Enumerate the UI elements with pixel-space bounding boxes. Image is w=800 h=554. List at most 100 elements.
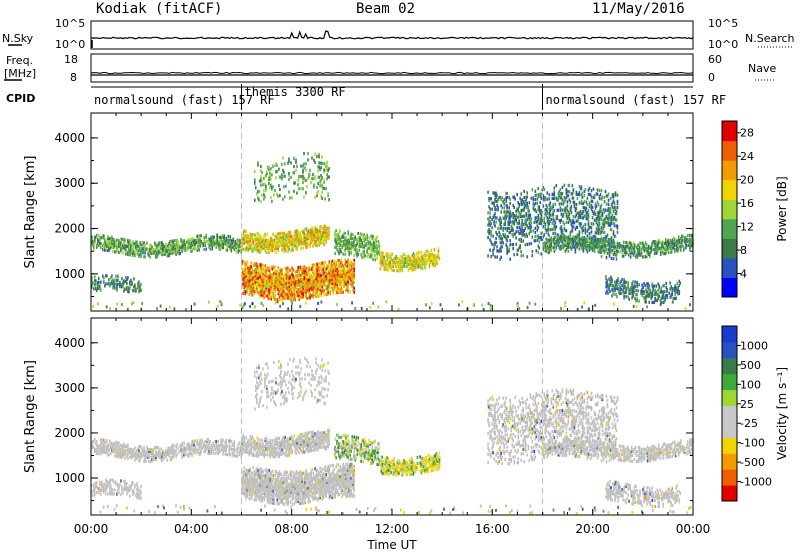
data-cell <box>596 215 599 219</box>
data-cell <box>527 209 530 213</box>
data-cell <box>320 283 322 287</box>
data-cell <box>161 253 163 257</box>
data-cell <box>540 252 543 256</box>
data-cell <box>244 248 247 252</box>
data-cell <box>306 241 308 245</box>
data-cell <box>278 167 280 171</box>
data-cell <box>378 248 381 252</box>
data-cell <box>525 201 527 205</box>
data-cell <box>347 242 349 246</box>
data-cell <box>612 243 615 247</box>
data-cell <box>95 281 97 285</box>
data-cell <box>294 298 296 302</box>
data-cell <box>597 239 600 244</box>
data-cell <box>613 245 616 249</box>
data-cell <box>264 238 266 242</box>
data-cell <box>536 228 539 232</box>
data-cell <box>241 259 244 263</box>
data-cell <box>280 282 283 286</box>
data-cell <box>249 232 252 236</box>
data-cell <box>329 290 331 294</box>
data-cell <box>283 292 286 296</box>
data-cell <box>293 156 295 160</box>
data-cell <box>597 249 600 253</box>
data-cell <box>246 240 249 244</box>
data-cell <box>323 228 325 232</box>
data-cell <box>295 282 297 286</box>
data-cell <box>644 298 646 302</box>
data-cell <box>572 190 575 194</box>
data-cell <box>678 289 681 294</box>
data-cell <box>529 213 532 217</box>
data-cell <box>296 239 298 243</box>
data-cell <box>664 247 667 251</box>
data-cell <box>673 286 675 290</box>
data-cell <box>413 266 416 270</box>
data-cell <box>419 259 422 263</box>
data-cell <box>155 243 157 247</box>
data-cell <box>245 282 248 286</box>
data-cell <box>281 288 284 292</box>
data-cell <box>310 273 312 278</box>
data-cell <box>378 246 381 250</box>
data-cell <box>265 244 267 248</box>
data-cell <box>401 255 404 259</box>
data-cell <box>616 285 618 289</box>
data-cell <box>345 240 347 244</box>
data-cell <box>137 284 139 288</box>
data-cell <box>236 242 239 246</box>
data-cell <box>113 238 115 242</box>
data-cell <box>321 155 323 159</box>
data-cell <box>400 265 403 269</box>
data-cell <box>572 225 575 229</box>
data-cell <box>323 186 325 191</box>
data-cell <box>583 241 586 245</box>
data-cell <box>612 230 615 234</box>
data-cell <box>246 246 249 250</box>
data-cell <box>587 227 590 231</box>
data-cell <box>96 245 98 249</box>
data-cell <box>560 227 563 231</box>
data-cell <box>370 245 372 249</box>
data-cell <box>575 213 578 217</box>
data-cell <box>241 267 244 271</box>
data-cell <box>493 201 495 205</box>
data-cell <box>319 184 321 188</box>
data-cell <box>128 290 130 294</box>
data-cell <box>389 264 392 268</box>
data-cell <box>302 232 304 236</box>
data-cell <box>494 216 496 220</box>
data-cell <box>517 209 519 213</box>
data-cell <box>544 208 547 212</box>
data-cell <box>624 241 627 245</box>
data-cell <box>638 245 641 249</box>
data-cell <box>591 242 594 246</box>
data-cell <box>320 275 322 279</box>
data-cell <box>605 239 608 243</box>
data-cell <box>383 265 386 269</box>
data-cell <box>266 244 268 248</box>
data-cell <box>210 235 212 239</box>
data-cell <box>588 236 591 240</box>
data-cell <box>344 238 346 242</box>
data-cell <box>317 231 319 235</box>
freq-label: Freq. <box>6 54 33 67</box>
data-cell <box>577 193 580 197</box>
data-cell <box>543 196 546 200</box>
data-cell <box>519 231 521 235</box>
data-cell <box>270 177 272 181</box>
data-cell <box>308 294 310 298</box>
data-cell <box>102 248 104 252</box>
data-cell <box>284 294 287 298</box>
data-cell <box>248 270 251 275</box>
data-cell <box>367 246 369 250</box>
data-cell <box>682 234 684 238</box>
data-cell <box>543 243 546 248</box>
data-cell <box>120 241 122 245</box>
data-cell <box>126 281 128 286</box>
data-cell <box>270 173 272 177</box>
data-cell <box>487 229 489 233</box>
data-cell <box>587 209 590 213</box>
data-cell <box>199 240 201 244</box>
data-cell <box>100 280 102 284</box>
